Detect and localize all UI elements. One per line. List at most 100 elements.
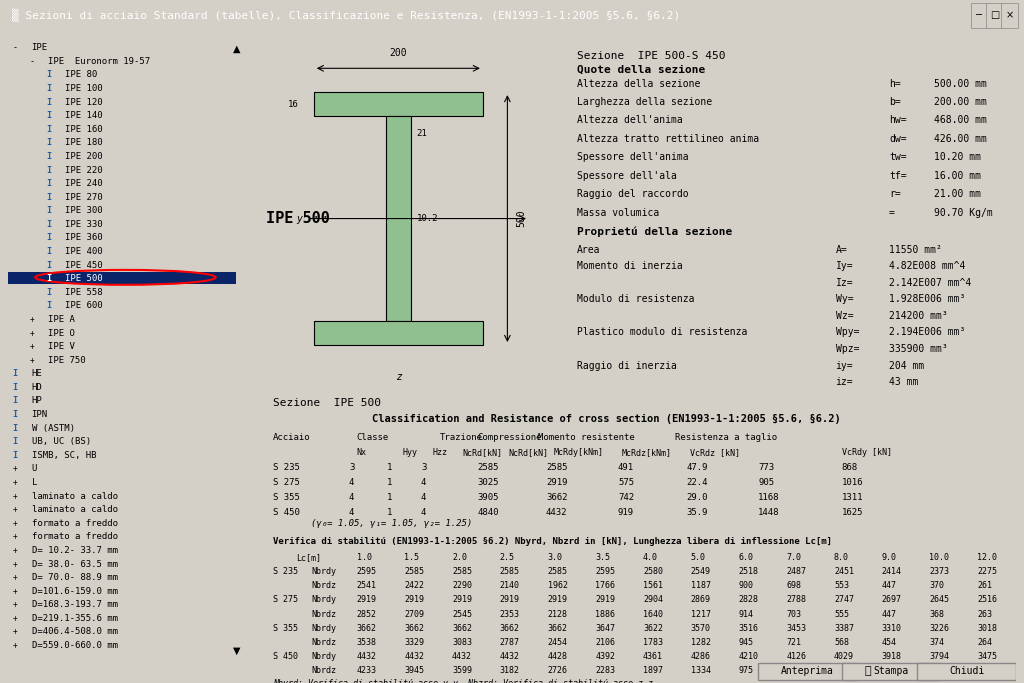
Text: Trazione: Trazione xyxy=(440,433,483,442)
Text: +: + xyxy=(12,464,17,473)
Text: 9.0: 9.0 xyxy=(882,553,897,561)
Text: 204 mm: 204 mm xyxy=(889,361,925,371)
Text: 3599: 3599 xyxy=(452,667,472,675)
Text: tf=: tf= xyxy=(889,171,906,181)
Text: -: - xyxy=(29,57,34,66)
FancyBboxPatch shape xyxy=(758,663,857,680)
Text: Nbrdz: Nbrdz xyxy=(311,609,336,619)
Text: NcRd[kN]: NcRd[kN] xyxy=(463,448,503,457)
Text: +: + xyxy=(12,614,17,623)
Text: 742: 742 xyxy=(617,493,634,502)
Text: 426.00 mm: 426.00 mm xyxy=(934,134,986,144)
Text: 2788: 2788 xyxy=(786,596,806,604)
Text: y: y xyxy=(296,214,301,223)
Text: IPE A: IPE A xyxy=(48,315,76,324)
Text: S 275: S 275 xyxy=(273,478,300,487)
Text: Altezza della sezione: Altezza della sezione xyxy=(578,79,700,89)
Text: 1311: 1311 xyxy=(842,493,863,502)
Text: +: + xyxy=(12,532,17,542)
Text: IPE 600: IPE 600 xyxy=(66,301,102,310)
Text: 2414: 2414 xyxy=(882,567,902,576)
Text: +: + xyxy=(29,356,34,365)
Text: 43 mm: 43 mm xyxy=(889,377,919,387)
Text: 2451: 2451 xyxy=(834,567,854,576)
Text: I: I xyxy=(12,397,17,406)
Text: 3226: 3226 xyxy=(930,624,949,632)
Text: Larghezza della sezione: Larghezza della sezione xyxy=(578,97,713,107)
Text: ISMB, SC, HB: ISMB, SC, HB xyxy=(32,451,96,460)
Text: I: I xyxy=(46,139,51,148)
Text: 1448: 1448 xyxy=(758,508,779,517)
Text: 2518: 2518 xyxy=(738,567,759,576)
Text: 8.0: 8.0 xyxy=(834,553,849,561)
Text: 2275: 2275 xyxy=(977,567,997,576)
Text: 1897: 1897 xyxy=(643,667,663,675)
Text: Hyy: Hyy xyxy=(402,448,417,457)
Text: 4: 4 xyxy=(349,478,354,487)
Text: 2595: 2595 xyxy=(595,567,615,576)
Text: 447: 447 xyxy=(882,581,897,590)
Text: McRdy[kNm]: McRdy[kNm] xyxy=(554,448,603,457)
Text: Hzz: Hzz xyxy=(432,448,447,457)
Text: 21: 21 xyxy=(417,128,427,138)
Text: 2869: 2869 xyxy=(691,596,711,604)
Text: 3662: 3662 xyxy=(356,624,377,632)
Text: 2.194E006 mm³: 2.194E006 mm³ xyxy=(889,328,966,337)
Text: 2283: 2283 xyxy=(595,667,615,675)
Text: 2919: 2919 xyxy=(546,478,567,487)
Text: 2.142E007 mm^4: 2.142E007 mm^4 xyxy=(889,278,972,288)
Text: Spessore dell'anima: Spessore dell'anima xyxy=(578,152,689,163)
Text: 2697: 2697 xyxy=(882,596,902,604)
Bar xyxy=(313,92,483,116)
Text: IPE 80: IPE 80 xyxy=(66,70,97,79)
Text: 4.82E008 mm^4: 4.82E008 mm^4 xyxy=(889,261,966,271)
Text: 10.20 mm: 10.20 mm xyxy=(934,152,981,163)
Text: Lc[m]: Lc[m] xyxy=(296,553,321,561)
Text: 945: 945 xyxy=(738,638,754,647)
Text: 3662: 3662 xyxy=(548,624,567,632)
Text: IPE 160: IPE 160 xyxy=(66,125,102,134)
FancyBboxPatch shape xyxy=(1001,3,1018,28)
Text: 2726: 2726 xyxy=(548,667,567,675)
Text: 1886: 1886 xyxy=(595,609,615,619)
Text: D=559.0-660.0 mm: D=559.0-660.0 mm xyxy=(32,641,118,650)
Text: VcRdz [kN]: VcRdz [kN] xyxy=(690,448,740,457)
Text: 4432: 4432 xyxy=(404,652,424,661)
Text: 2585: 2585 xyxy=(500,567,520,576)
Text: +: + xyxy=(12,478,17,487)
Text: +: + xyxy=(12,492,17,501)
Text: 721: 721 xyxy=(786,638,801,647)
Text: 4432: 4432 xyxy=(500,652,520,661)
Text: I: I xyxy=(46,152,51,161)
Text: 3: 3 xyxy=(349,463,354,472)
Text: Iz=: Iz= xyxy=(836,278,853,288)
Text: W (ASTM): W (ASTM) xyxy=(32,423,75,432)
Text: 4432: 4432 xyxy=(546,508,567,517)
Text: 3387: 3387 xyxy=(834,624,854,632)
Text: Sezione  IPE 500-S 450: Sezione IPE 500-S 450 xyxy=(578,51,726,61)
Bar xyxy=(313,321,483,345)
Text: D=101.6-159.0 mm: D=101.6-159.0 mm xyxy=(32,587,118,596)
Text: 2585: 2585 xyxy=(478,463,500,472)
FancyBboxPatch shape xyxy=(971,3,987,28)
Text: 3794: 3794 xyxy=(930,652,949,661)
Text: IPE 220: IPE 220 xyxy=(66,165,102,175)
Text: 3905: 3905 xyxy=(478,493,500,502)
Text: 5.0: 5.0 xyxy=(691,553,706,561)
Text: I: I xyxy=(12,451,17,460)
Text: 698: 698 xyxy=(786,581,801,590)
Text: 2585: 2585 xyxy=(548,567,567,576)
Text: 10.2: 10.2 xyxy=(417,214,438,223)
Text: 1625: 1625 xyxy=(842,508,863,517)
Text: 263: 263 xyxy=(977,609,992,619)
Text: 4: 4 xyxy=(421,493,426,502)
Text: S 450: S 450 xyxy=(273,652,298,661)
Text: 374: 374 xyxy=(930,638,944,647)
Text: Sezione  IPE 500: Sezione IPE 500 xyxy=(273,398,381,408)
Text: b=: b= xyxy=(889,97,901,107)
Text: 3083: 3083 xyxy=(452,638,472,647)
Text: Nbrdy: Nbrdy xyxy=(311,567,336,576)
Text: 47.9: 47.9 xyxy=(686,463,708,472)
FancyBboxPatch shape xyxy=(986,3,1002,28)
Text: 22.4: 22.4 xyxy=(686,478,708,487)
